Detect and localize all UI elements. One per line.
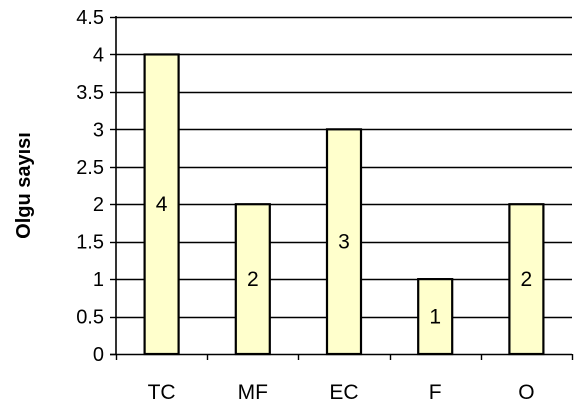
y-tick-label: 3: [93, 119, 104, 141]
bar-data-labels: 4 2 3 1 2: [156, 193, 532, 328]
y-tick-label: 4: [93, 44, 104, 66]
bar-data-label: 2: [521, 268, 533, 291]
y-tick-label: 1: [93, 269, 104, 291]
bar-tc: [143, 53, 180, 356]
y-tick-label: 2: [93, 194, 104, 216]
y-tick-label: 2.5: [76, 157, 104, 179]
y-tick-label: 0.5: [76, 307, 104, 329]
bars: [143, 53, 545, 356]
x-tick-label: F: [429, 381, 442, 404]
bar-data-label: 3: [338, 231, 350, 254]
y-tick-labels: 0 0.5 1 1.5 2 2.5 3 3.5 4 4.5: [76, 7, 104, 366]
y-tick-label: 0: [93, 344, 104, 366]
x-tick-labels: TC MF EC F O: [148, 381, 535, 404]
y-axis-label: Olgu sayısı: [13, 132, 35, 239]
x-tick-label: EC: [329, 381, 358, 404]
bar-data-label: 1: [429, 306, 441, 329]
x-tick-label: TC: [148, 381, 176, 404]
bar-data-label: 2: [247, 268, 259, 291]
x-tick-label: O: [518, 381, 534, 404]
y-tick-label: 3.5: [76, 82, 104, 104]
axes: [110, 16, 574, 360]
bar-data-label: 4: [156, 193, 168, 216]
x-tick-label: MF: [238, 381, 268, 404]
y-tick-label: 4.5: [76, 7, 104, 29]
y-tick-label: 1.5: [76, 232, 104, 254]
